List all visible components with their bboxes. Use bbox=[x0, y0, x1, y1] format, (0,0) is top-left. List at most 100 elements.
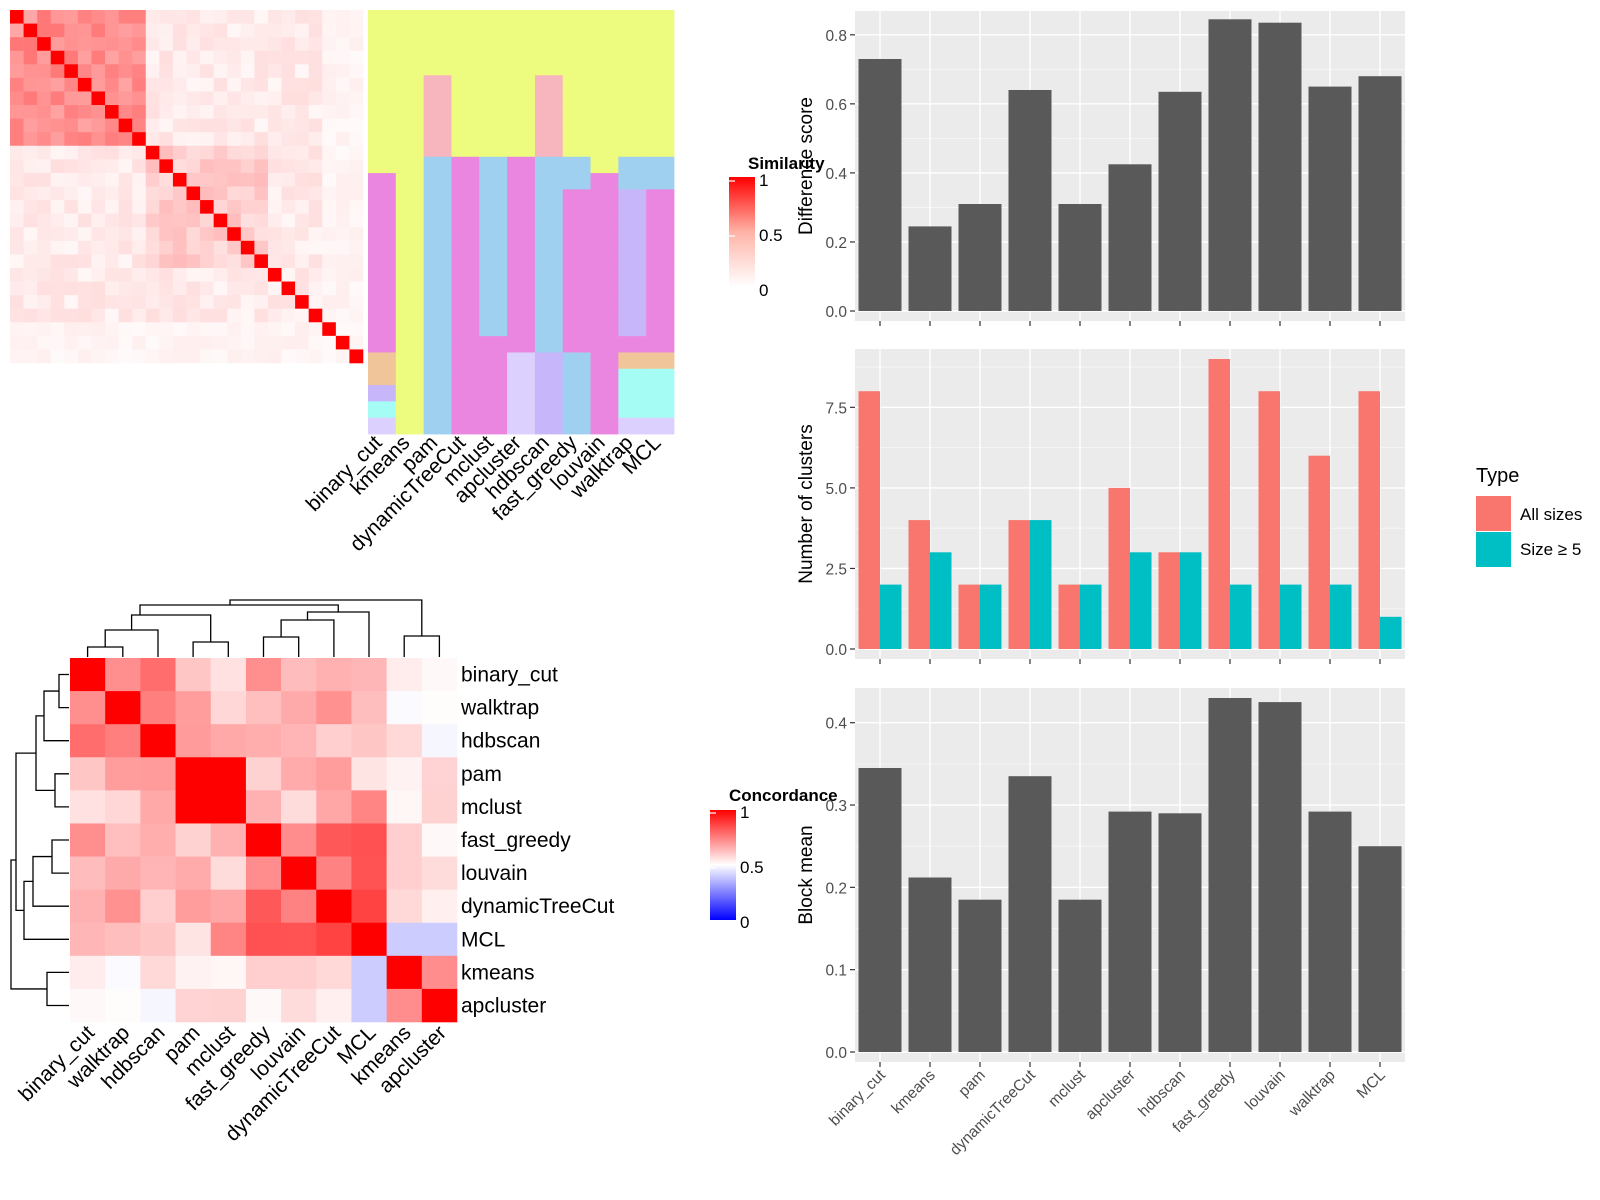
cluster-cell bbox=[423, 270, 452, 288]
similarity-cell bbox=[281, 77, 296, 92]
similarity-cell bbox=[37, 105, 52, 119]
cluster-cell bbox=[618, 173, 647, 190]
similarity-cell bbox=[132, 308, 147, 323]
similarity-cell bbox=[213, 213, 228, 228]
similarity-cell bbox=[159, 213, 174, 228]
similarity-cell bbox=[50, 37, 65, 52]
similarity-cell bbox=[281, 159, 296, 174]
similarity-cell bbox=[213, 227, 228, 242]
similarity-cell bbox=[295, 213, 309, 228]
similarity-cell bbox=[322, 200, 337, 214]
similarity-cell bbox=[254, 254, 269, 269]
similarity-cell bbox=[10, 254, 24, 269]
similarity-cell bbox=[37, 186, 52, 201]
similarity-cell bbox=[37, 349, 52, 364]
cluster-cell bbox=[618, 91, 647, 109]
cluster-cell bbox=[562, 26, 591, 44]
similarity-cell bbox=[308, 308, 323, 323]
similarity-cell bbox=[145, 118, 160, 133]
cluster-cell bbox=[507, 58, 536, 76]
similarity-cell bbox=[105, 50, 119, 65]
similarity-cell bbox=[308, 145, 323, 160]
cluster-cell bbox=[451, 222, 480, 239]
cluster-cell bbox=[618, 124, 647, 141]
similarity-cell bbox=[105, 240, 119, 255]
cluster-cell bbox=[479, 238, 508, 256]
cluster-cell bbox=[618, 336, 647, 353]
cluster-cell bbox=[618, 401, 647, 419]
cluster-cell bbox=[534, 107, 564, 125]
similarity-cell bbox=[64, 91, 79, 106]
concordance-cell bbox=[421, 757, 458, 791]
y-tick-label: 0.2 bbox=[825, 235, 847, 252]
similarity-cell bbox=[227, 295, 242, 309]
similarity-cell bbox=[200, 37, 214, 52]
similarity-cell bbox=[254, 64, 269, 79]
similarity-cell bbox=[10, 295, 24, 309]
dendrogram-branch bbox=[43, 690, 69, 742]
legend-label-size-5: Size ≥ 5 bbox=[1520, 540, 1581, 559]
cluster-cell bbox=[562, 352, 591, 370]
similarity-cell bbox=[349, 159, 364, 174]
similarity-cell bbox=[132, 50, 147, 65]
similarity-cell bbox=[295, 64, 309, 79]
similarity-cell bbox=[200, 186, 214, 201]
similarity-cell bbox=[322, 254, 337, 269]
similarity-cell bbox=[105, 227, 119, 242]
cluster-cell bbox=[479, 189, 508, 207]
cluster-cell bbox=[368, 124, 397, 141]
similarity-cell bbox=[240, 281, 255, 296]
bar-size-5 bbox=[1280, 584, 1302, 649]
similarity-cell bbox=[145, 132, 160, 147]
type-legend-title: Type bbox=[1476, 465, 1519, 487]
cluster-cell bbox=[507, 75, 536, 92]
cluster-cell bbox=[395, 140, 425, 158]
concordance-row-label: fast_greedy bbox=[461, 829, 571, 852]
cluster-cell bbox=[618, 417, 647, 435]
bar-size-5 bbox=[1230, 584, 1252, 649]
cluster-cell bbox=[451, 205, 480, 223]
cluster-cell bbox=[646, 75, 675, 92]
concordance-cell bbox=[421, 955, 458, 990]
similarity-cell bbox=[267, 213, 282, 228]
similarity-cell bbox=[186, 132, 201, 147]
cluster-cell bbox=[451, 352, 480, 370]
concordance-cell bbox=[70, 790, 106, 824]
similarity-cell bbox=[159, 254, 174, 269]
concordance-row-label: kmeans bbox=[461, 961, 535, 984]
similarity-cell bbox=[77, 105, 92, 119]
similarity-cell bbox=[227, 349, 242, 364]
similarity-cell bbox=[64, 77, 79, 92]
similarity-cell bbox=[172, 322, 187, 337]
cluster-cell bbox=[590, 303, 619, 321]
similarity-cell bbox=[77, 145, 92, 160]
concordance-cell bbox=[140, 856, 176, 890]
similarity-cell bbox=[322, 77, 337, 92]
cluster-cell bbox=[534, 254, 564, 272]
concordance-row-label: apcluster bbox=[461, 995, 546, 1018]
similarity-cell bbox=[213, 77, 228, 92]
similarity-cell bbox=[91, 267, 106, 282]
cluster-cell bbox=[479, 222, 508, 239]
cluster-cell bbox=[451, 368, 480, 386]
concordance-cell bbox=[140, 823, 176, 857]
cluster-cell bbox=[646, 173, 675, 190]
similarity-cell bbox=[200, 254, 214, 269]
similarity-cell bbox=[281, 240, 296, 255]
cluster-cell bbox=[507, 385, 536, 402]
similarity-cell bbox=[118, 186, 133, 201]
concordance-cell bbox=[140, 889, 176, 924]
cluster-cell bbox=[562, 287, 591, 304]
similarity-cell bbox=[322, 213, 337, 228]
similarity-cell bbox=[240, 254, 255, 269]
cluster-cell bbox=[646, 222, 675, 239]
similarity-cell bbox=[37, 227, 52, 242]
concordance-cell bbox=[316, 823, 352, 857]
similarity-cell bbox=[200, 267, 214, 282]
concordance-row-label: mclust bbox=[461, 796, 522, 819]
similarity-heatmap bbox=[10, 10, 364, 364]
similarity-cell bbox=[50, 77, 65, 92]
concordance-cell bbox=[210, 658, 247, 692]
cluster-cell bbox=[534, 222, 564, 239]
concordance-cell bbox=[210, 724, 247, 758]
